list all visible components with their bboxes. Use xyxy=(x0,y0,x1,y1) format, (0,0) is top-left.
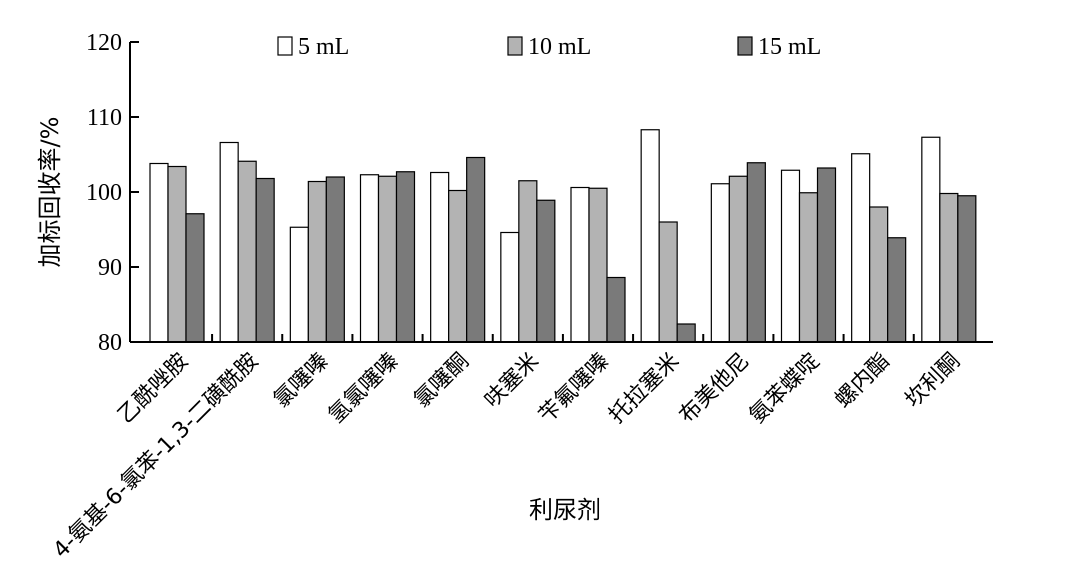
legend-swatch xyxy=(737,36,753,56)
bar-2-3 xyxy=(307,180,327,343)
bar-3-12 xyxy=(957,195,977,343)
bar-1-11 xyxy=(851,153,871,343)
bar-2-7 xyxy=(588,187,608,343)
bar-3-7 xyxy=(606,276,626,343)
bar-1-6 xyxy=(500,231,520,343)
bar-1-3 xyxy=(289,226,309,343)
bar-2-2 xyxy=(237,160,257,343)
x-tick-label: 坎利酮 xyxy=(901,349,965,413)
bar-1-10 xyxy=(780,169,801,343)
y-axis-title: 加标回收率/% xyxy=(36,117,64,268)
bar-3-2 xyxy=(255,177,275,343)
x-tick-label: 氯噻酮 xyxy=(410,349,474,413)
bar-2-12 xyxy=(939,192,959,343)
x-tick-label: 苄氟噻嗪 xyxy=(534,349,614,429)
bar-2-8 xyxy=(658,221,678,343)
bar-3-5 xyxy=(466,156,486,343)
bar-2-6 xyxy=(518,180,538,343)
legend-label: 10 mL xyxy=(528,34,591,60)
x-tick-label: 氢氯噻嗪 xyxy=(324,349,404,429)
bar-1-4 xyxy=(359,174,380,343)
bar-3-1 xyxy=(185,213,205,343)
x-tick-label: 布美他尼 xyxy=(675,349,755,429)
x-tick-label: 呋塞米 xyxy=(480,349,544,413)
bar-1-9 xyxy=(710,183,730,343)
bars-layer xyxy=(149,129,977,343)
bar-2-5 xyxy=(448,189,468,343)
legend: 5 mL 10 mL 15 mL xyxy=(277,34,821,60)
bar-2-10 xyxy=(798,192,819,343)
x-tick-label: 螺内酯 xyxy=(831,349,895,413)
bar-3-3 xyxy=(325,176,345,343)
bar-3-4 xyxy=(395,171,416,343)
x-axis-title: 利尿剂 xyxy=(529,496,601,524)
bar-1-12 xyxy=(921,136,941,343)
bar-3-9 xyxy=(746,162,766,343)
legend-label: 5 mL xyxy=(298,34,349,60)
bar-3-6 xyxy=(536,199,556,343)
bar-1-8 xyxy=(640,129,660,343)
bar-1-1 xyxy=(149,162,169,343)
x-tick-label: 托拉塞米 xyxy=(604,349,684,429)
legend-swatch xyxy=(507,36,523,56)
bar-2-4 xyxy=(377,175,398,343)
bar-2-1 xyxy=(167,165,187,343)
bar-3-8 xyxy=(676,323,696,343)
bar-2-9 xyxy=(728,175,748,343)
y-tick-label: 110 xyxy=(87,105,122,131)
bar-1-2 xyxy=(219,141,239,343)
bar-1-7 xyxy=(570,186,590,343)
y-tick-label: 80 xyxy=(98,330,122,356)
bar-2-11 xyxy=(869,206,889,343)
y-tick-label: 120 xyxy=(86,30,122,56)
x-tick-label: 氨苯蝶啶 xyxy=(745,349,825,429)
legend-label: 15 mL xyxy=(758,34,821,60)
bar-3-11 xyxy=(887,237,907,343)
y-tick-label: 90 xyxy=(98,255,122,281)
bar-1-5 xyxy=(430,171,450,343)
x-tick-label: 氯噻嗪 xyxy=(269,349,333,413)
bar-3-10 xyxy=(816,167,837,343)
y-tick-label: 100 xyxy=(86,180,122,206)
legend-swatch xyxy=(277,36,293,56)
